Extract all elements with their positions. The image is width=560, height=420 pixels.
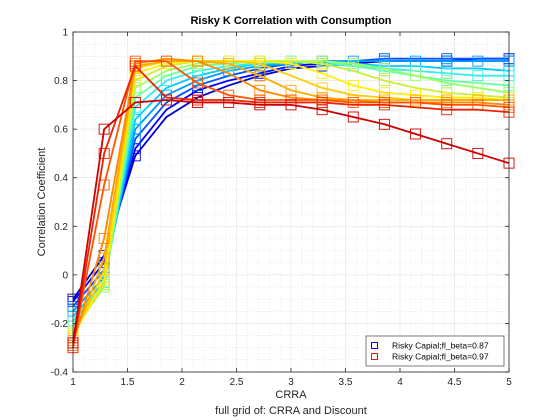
data-point xyxy=(378,118,390,130)
data-point xyxy=(285,58,297,70)
series-line xyxy=(72,60,509,341)
data-point xyxy=(192,77,204,89)
y-tick-label: 0.4 xyxy=(54,173,68,184)
data-point xyxy=(441,55,453,67)
y-tick-label: -0.2 xyxy=(51,319,69,330)
data-point xyxy=(98,232,110,244)
y-tick-label: -0.4 xyxy=(51,368,69,379)
data-point xyxy=(254,99,266,111)
x-tick-label: 5 xyxy=(506,377,512,388)
data-point xyxy=(316,96,328,108)
y-tick-label: 0.2 xyxy=(54,222,68,233)
y-tick-label: 0.8 xyxy=(54,76,68,87)
y-tick-label: 1 xyxy=(62,28,68,39)
x-axis: 1 1.5 2 2.5 3 3.5 4 4.5 5 xyxy=(70,32,512,388)
data-point xyxy=(160,55,172,67)
data-point xyxy=(378,99,390,111)
data-point xyxy=(129,60,141,72)
data-point xyxy=(285,99,297,111)
x-tick-label: 1 xyxy=(70,377,76,388)
data-point xyxy=(347,111,359,123)
series-15 xyxy=(67,94,515,349)
x-tick-label: 4 xyxy=(397,377,403,388)
data-point xyxy=(316,104,328,116)
data-point xyxy=(347,96,359,108)
data-point xyxy=(378,62,390,74)
data-point xyxy=(347,58,359,70)
data-point xyxy=(160,94,172,106)
data-point xyxy=(254,70,266,82)
x-tick-label: 2.5 xyxy=(230,377,244,388)
y-tick-label: 0 xyxy=(62,270,68,281)
legend: Risky Capial;fl_beta=0.87 Risky Capial;f… xyxy=(365,335,505,367)
data-point xyxy=(378,75,390,87)
x-tick-label: 3.5 xyxy=(339,377,353,388)
data-point xyxy=(223,58,235,70)
legend-label-1: Risky Capial;fl_beta=0.97 xyxy=(392,352,489,362)
series-line xyxy=(72,99,510,343)
legend-marker-1 xyxy=(371,353,378,360)
legend-box xyxy=(365,335,505,367)
x-tick-label: 4.5 xyxy=(448,377,462,388)
x-tick-label: 2 xyxy=(179,377,185,388)
legend-label-0: Risky Capial;fl_beta=0.87 xyxy=(392,341,489,351)
series-layer xyxy=(67,53,515,354)
data-point xyxy=(410,128,422,140)
data-point xyxy=(192,55,204,67)
data-point xyxy=(223,96,235,108)
x-axis-label: CRRA xyxy=(275,389,307,401)
y-axis: -0.4 -0.2 0 0.2 0.4 0.6 0.8 1 xyxy=(51,28,509,379)
data-point xyxy=(192,96,204,108)
series-line xyxy=(72,65,510,348)
data-point xyxy=(98,123,110,135)
data-point xyxy=(472,55,484,67)
data-point xyxy=(98,147,110,159)
legend-marker-0 xyxy=(371,342,378,349)
figure-caption: full grid of: CRRA and Discount xyxy=(215,405,367,417)
data-point xyxy=(441,138,453,150)
y-axis-label: Correlation Coefficient xyxy=(36,148,48,257)
series-line xyxy=(72,60,510,337)
x-tick-label: 1.5 xyxy=(121,377,135,388)
x-tick-label: 3 xyxy=(288,377,294,388)
data-point xyxy=(472,70,484,82)
data-point xyxy=(316,67,328,79)
series-14 xyxy=(67,60,515,354)
y-tick-label: 0.6 xyxy=(54,125,68,136)
data-point xyxy=(129,96,141,108)
chart-title: Risky K Correlation with Consumption xyxy=(190,15,391,27)
data-point xyxy=(441,104,453,116)
data-point xyxy=(472,147,484,159)
data-point xyxy=(410,70,422,82)
data-point xyxy=(254,58,266,70)
data-point xyxy=(347,79,359,91)
